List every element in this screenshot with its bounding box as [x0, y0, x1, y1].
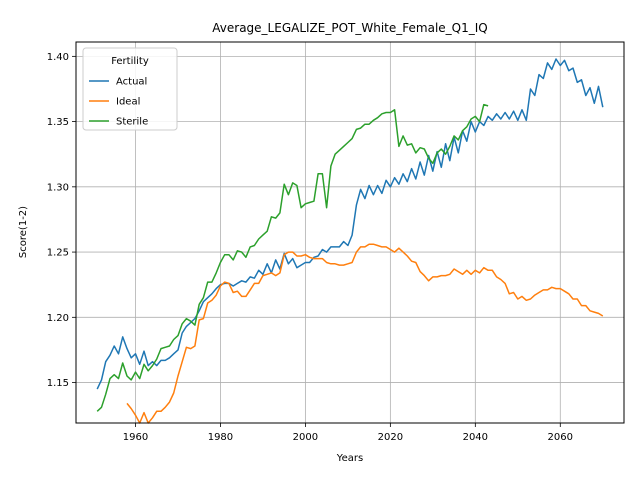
- series-line-sterile: [96, 103, 489, 412]
- y-tick-label: 1.40: [47, 52, 69, 63]
- legend: Fertility Actual Ideal Sterile: [82, 47, 178, 131]
- x-axis: 1960 1980 2000 2020 2040 2060: [123, 423, 573, 443]
- x-tick-label: 2040: [463, 432, 488, 443]
- x-tick-label: 1980: [208, 432, 233, 443]
- series-lines: [96, 58, 604, 424]
- legend-label-sterile: Sterile: [116, 117, 148, 128]
- legend-label-ideal: Ideal: [116, 97, 140, 108]
- x-axis-label: Years: [336, 453, 363, 464]
- y-tick-label: 1.25: [47, 248, 69, 259]
- legend-label-actual: Actual: [116, 77, 147, 88]
- y-axis-label: Score(1-2): [18, 206, 29, 258]
- y-axis: 1.15 1.20 1.25 1.30 1.35 1.40: [47, 52, 76, 389]
- y-tick-label: 1.35: [47, 117, 69, 128]
- x-tick-label: 1960: [123, 432, 148, 443]
- y-tick-label: 1.30: [47, 182, 69, 193]
- x-tick-label: 2020: [378, 432, 403, 443]
- legend-items: Actual Ideal Sterile: [89, 77, 148, 128]
- chart-title: Average_LEGALIZE_POT_White_Female_Q1_IQ: [212, 21, 487, 35]
- grid-lines: [76, 42, 624, 423]
- legend-title: Fertility: [111, 56, 149, 67]
- legend-box: [82, 47, 178, 131]
- plot-frame: [75, 41, 625, 424]
- series-line-ideal: [126, 243, 604, 424]
- y-tick-label: 1.20: [47, 313, 69, 324]
- series-line-actual: [96, 58, 604, 390]
- y-tick-label: 1.15: [47, 378, 69, 389]
- x-tick-label: 2000: [293, 432, 318, 443]
- x-tick-label: 2060: [548, 432, 573, 443]
